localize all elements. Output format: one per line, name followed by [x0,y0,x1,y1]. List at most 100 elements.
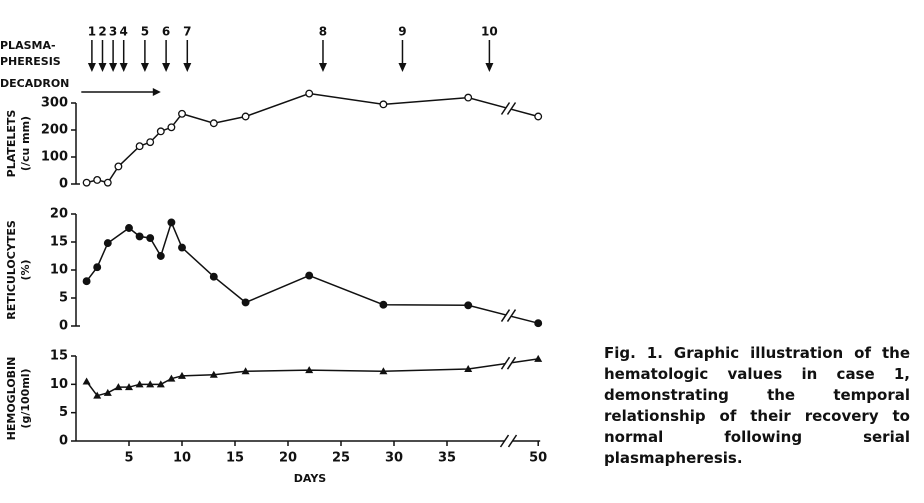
y-tick-label: 300 [41,96,68,111]
line-break [500,309,511,323]
x-axis-label: DAYS [294,472,327,485]
marker [156,252,165,260]
marker [135,142,144,151]
x-tick-label: 35 [438,451,456,466]
marker [464,93,473,102]
marker [135,380,144,388]
x-tick-label: 20 [279,451,297,466]
data-line [85,358,539,397]
plasmapheresis-number: 7 [183,25,191,39]
arrow-head [109,63,118,72]
x-tick-label: 25 [332,451,350,466]
arrow-head [152,88,161,96]
plasmapheresis-number: 9 [398,25,406,39]
arrow-head [398,63,407,72]
marker [82,377,91,385]
y-tick-label: 5 [59,405,68,420]
marker [146,234,155,243]
arrow-head [98,63,107,72]
marker [93,391,102,399]
marker [209,272,218,281]
marker [103,239,112,248]
y-tick-label: 200 [41,123,68,138]
marker [534,319,543,328]
y-tick-label: 5 [59,291,68,306]
marker [156,380,165,388]
marker [167,374,176,382]
y-tick-label: 15 [50,349,68,364]
marker [305,271,314,280]
marker [103,178,112,187]
line-break [500,102,511,115]
marker [464,301,473,310]
y-tick-label: 0 [59,177,68,192]
x-tick-label: 5 [124,451,133,466]
marker [241,298,250,307]
caption: Fig. 1. Graphic illustration of the hema… [604,344,910,467]
y-axis-label: RETICULOCYTES [5,220,18,320]
y-axis-label: (%) [19,259,32,280]
decadron-label: DECADRON [0,77,69,90]
data-line [86,92,539,184]
y-tick-label: 0 [59,319,68,334]
y-axis-label: (g/100ml) [19,368,32,428]
plasmapheresis-number: 1 [88,25,96,39]
arrow-head [183,63,192,72]
arrow-head [140,63,149,72]
marker [82,277,91,286]
y-tick-label: 20 [50,207,68,222]
y-tick-label: 100 [41,150,68,165]
marker [93,263,102,272]
arrow-head [485,63,494,72]
y-axis-label: HEMOGLOBIN [5,357,18,441]
plasmapheresis-label: PLASMA- [0,39,56,52]
y-axis-label: PLATELETS [5,110,18,178]
plasmapheresis-number: 4 [120,25,128,39]
marker [241,367,250,375]
plasmapheresis-number: 2 [98,25,106,39]
marker [125,383,133,391]
marker [135,232,144,241]
arrow-head [119,63,128,72]
marker [167,123,176,132]
marker [125,224,133,232]
marker [167,218,176,227]
x-tick-label: 30 [385,451,403,466]
axis-break [499,434,510,448]
arrow-head [87,63,96,72]
marker [178,371,186,379]
arrow-head [162,63,171,72]
break-gap [505,355,512,372]
y-tick-label: 0 [59,434,68,449]
marker [305,89,314,98]
marker [379,100,388,109]
marker [379,300,388,309]
line-break [506,309,517,323]
marker [241,112,250,121]
marker [114,162,123,171]
line-break [506,356,517,370]
marker [178,243,186,252]
marker [156,127,165,136]
line-break [506,102,517,115]
marker [146,138,155,147]
marker [114,383,123,391]
marker [379,367,388,375]
y-tick-label: 10 [50,377,68,392]
marker [209,370,218,378]
marker [103,388,112,396]
marker [534,112,543,121]
break-gap [505,100,512,117]
axis-break [507,434,518,448]
marker [464,365,473,373]
y-axis-label: (/cu mm) [19,116,32,171]
x-tick-label: 15 [226,451,244,466]
y-tick-label: 15 [50,235,68,250]
x-tick-label: 10 [173,451,191,466]
plasmapheresis-number: 8 [319,25,327,39]
marker [209,119,218,128]
plasmapheresis-number: 10 [481,25,498,39]
marker [93,175,102,184]
